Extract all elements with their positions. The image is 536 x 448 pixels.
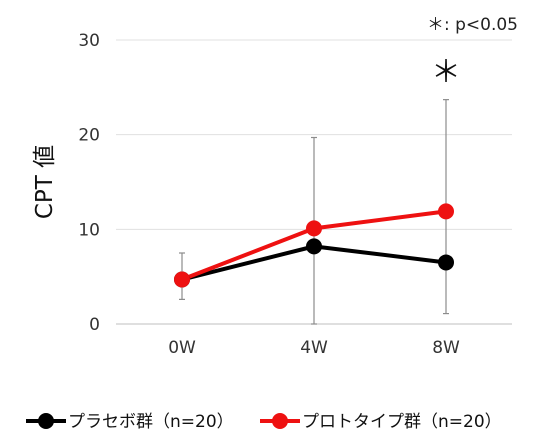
point-1-1 — [306, 220, 322, 237]
point-1-2 — [438, 203, 454, 220]
x-tick-0W: 0W — [168, 338, 196, 358]
point-0-1 — [306, 238, 322, 255]
error-bars — [179, 99, 449, 325]
y-axis-label: CPT 値 — [32, 145, 58, 219]
x-tick-labels: 0W 4W 8W — [168, 338, 460, 358]
point-0-2 — [438, 254, 454, 271]
legend-label-0: プラセボ群（n=20） — [68, 412, 234, 432]
significance-marker: ＊ — [431, 55, 461, 90]
legend-marker-0 — [38, 413, 54, 429]
y-tick-20: 20 — [78, 126, 100, 146]
x-tick-8W: 8W — [432, 338, 460, 358]
legend-marker-1 — [272, 413, 288, 429]
significance-note: ＊: p<0.05 — [427, 15, 518, 35]
y-tick-30: 30 — [78, 31, 100, 51]
legend: プラセボ群（n=20） プロトタイプ群（n=20） — [26, 412, 502, 432]
y-tick-0: 0 — [89, 315, 100, 335]
x-tick-4W: 4W — [300, 338, 328, 358]
legend-label-1: プロトタイプ群（n=20） — [302, 412, 502, 432]
point-1-0 — [174, 271, 190, 288]
y-tick-labels: 0 10 20 30 — [78, 31, 100, 335]
y-tick-10: 10 — [78, 220, 100, 240]
data-points — [174, 203, 454, 288]
